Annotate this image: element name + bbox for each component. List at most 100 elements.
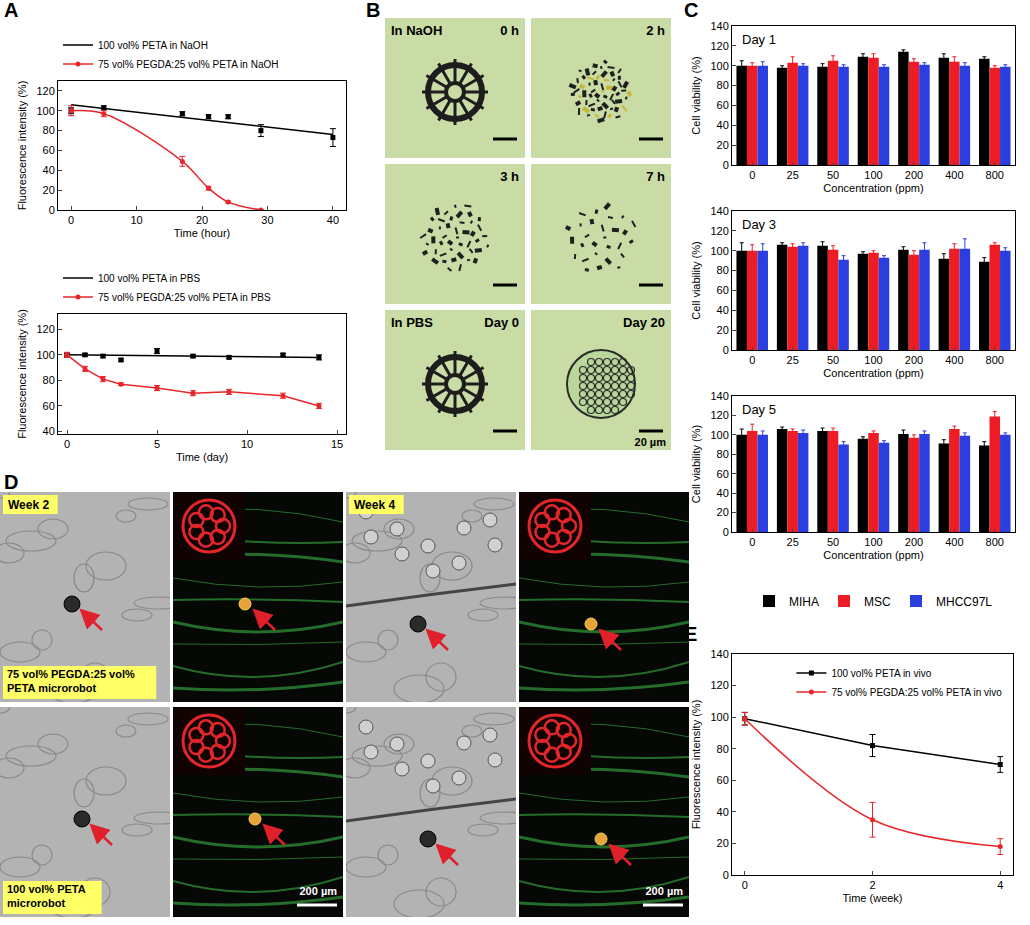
svg-text:Time (week): Time (week) (842, 892, 902, 904)
svg-text:20: 20 (717, 324, 729, 336)
svg-text:2: 2 (869, 879, 875, 891)
svg-text:40: 40 (43, 164, 55, 176)
svg-text:100: 100 (36, 105, 54, 117)
svg-text:140: 140 (710, 390, 728, 402)
svg-text:0: 0 (723, 344, 729, 356)
svg-text:25: 25 (787, 354, 799, 366)
svg-text:800: 800 (986, 536, 1004, 548)
svg-text:20: 20 (43, 184, 55, 196)
svg-text:20: 20 (717, 139, 729, 151)
svg-text:Fluorescence intensity (%): Fluorescence intensity (%) (690, 700, 702, 830)
svg-text:100: 100 (710, 429, 728, 441)
svg-text:60: 60 (717, 99, 729, 111)
svg-text:200 µm: 200 µm (645, 885, 683, 897)
svg-text:Time (hour): Time (hour) (174, 227, 230, 239)
svg-text:200: 200 (905, 354, 923, 366)
svg-text:20 µm: 20 µm (635, 436, 667, 448)
svg-text:3 h: 3 h (500, 169, 519, 184)
svg-text:0: 0 (49, 204, 55, 216)
svg-text:80: 80 (717, 264, 729, 276)
svg-text:75 vol% PEGDA:25 vol% PETA in: 75 vol% PEGDA:25 vol% PETA in NaOH (98, 59, 278, 70)
svg-text:2 h: 2 h (646, 23, 665, 38)
svg-text:100: 100 (710, 60, 728, 72)
svg-text:Fluorescence intensity (%): Fluorescence intensity (%) (16, 309, 28, 439)
svg-text:40: 40 (717, 487, 729, 499)
svg-text:Day 3: Day 3 (742, 217, 776, 232)
svg-text:400: 400 (945, 169, 963, 181)
svg-text:80: 80 (43, 374, 55, 386)
svg-text:200: 200 (905, 169, 923, 181)
svg-text:Day 5: Day 5 (742, 402, 776, 417)
svg-text:100 vol% PETA in vivo: 100 vol% PETA in vivo (831, 668, 931, 679)
svg-text:Cell viability (%): Cell viability (%) (690, 241, 702, 319)
svg-text:75 vol% PEGDA:25 vol%: 75 vol% PEGDA:25 vol% (7, 668, 135, 680)
svg-text:100: 100 (36, 349, 54, 361)
svg-text:40: 40 (327, 214, 339, 226)
svg-text:15: 15 (331, 438, 343, 450)
svg-text:50: 50 (827, 169, 839, 181)
svg-text:200 µm: 200 µm (299, 885, 337, 897)
svg-text:100: 100 (710, 245, 728, 257)
svg-text:Day 0: Day 0 (484, 315, 519, 330)
svg-text:Cell viability (%): Cell viability (%) (690, 56, 702, 134)
svg-text:microrobot: microrobot (7, 897, 65, 909)
svg-text:0: 0 (742, 879, 748, 891)
svg-text:7 h: 7 h (646, 169, 665, 184)
svg-text:400: 400 (945, 536, 963, 548)
svg-text:140: 140 (710, 648, 728, 660)
svg-text:0: 0 (723, 869, 729, 881)
svg-text:20: 20 (717, 506, 729, 518)
svg-text:0: 0 (68, 214, 74, 226)
svg-text:In NaOH: In NaOH (391, 23, 442, 38)
svg-text:Cell viability (%): Cell viability (%) (690, 425, 702, 503)
svg-text:40: 40 (717, 304, 729, 316)
svg-text:30: 30 (261, 214, 273, 226)
svg-text:20: 20 (717, 837, 729, 849)
svg-text:100 vol% PETA: 100 vol% PETA (7, 883, 86, 895)
svg-text:0: 0 (723, 159, 729, 171)
svg-text:80: 80 (717, 743, 729, 755)
svg-text:100 vol% PETA in NaOH: 100 vol% PETA in NaOH (98, 40, 208, 51)
svg-text:50: 50 (827, 354, 839, 366)
svg-text:10: 10 (130, 214, 142, 226)
svg-text:Fluorescence intensity (%): Fluorescence intensity (%) (16, 81, 28, 211)
svg-text:120: 120 (36, 323, 54, 335)
svg-text:0 h: 0 h (500, 23, 519, 38)
svg-text:Day 20: Day 20 (623, 315, 665, 330)
svg-text:60: 60 (717, 284, 729, 296)
svg-text:Concentration (ppm): Concentration (ppm) (823, 182, 923, 194)
svg-text:0: 0 (749, 354, 755, 366)
svg-text:75 vol% PEGDA:25 vol% PETA in: 75 vol% PEGDA:25 vol% PETA in vivo (831, 687, 1002, 698)
svg-text:20: 20 (196, 214, 208, 226)
svg-text:MSC: MSC (864, 595, 891, 609)
svg-text:Concentration (ppm): Concentration (ppm) (823, 549, 923, 561)
svg-text:Time (day): Time (day) (176, 451, 228, 463)
svg-text:120: 120 (710, 40, 728, 52)
svg-text:120: 120 (710, 225, 728, 237)
svg-text:80: 80 (43, 124, 55, 136)
svg-text:0: 0 (749, 169, 755, 181)
svg-text:40: 40 (717, 119, 729, 131)
svg-text:40: 40 (717, 806, 729, 818)
svg-text:800: 800 (986, 169, 1004, 181)
svg-text:80: 80 (717, 79, 729, 91)
svg-text:0: 0 (64, 438, 70, 450)
svg-text:140: 140 (710, 205, 728, 217)
svg-text:10: 10 (241, 438, 253, 450)
svg-text:120: 120 (710, 679, 728, 691)
svg-text:800: 800 (986, 354, 1004, 366)
svg-text:5: 5 (154, 438, 160, 450)
svg-text:4: 4 (997, 879, 1003, 891)
svg-text:Week 4: Week 4 (354, 498, 395, 512)
svg-text:MIHA: MIHA (789, 595, 819, 609)
svg-text:100: 100 (864, 536, 882, 548)
svg-text:0: 0 (749, 536, 755, 548)
svg-text:25: 25 (787, 169, 799, 181)
svg-text:In PBS: In PBS (391, 315, 433, 330)
svg-text:100: 100 (864, 354, 882, 366)
svg-text:400: 400 (945, 354, 963, 366)
svg-text:60: 60 (43, 400, 55, 412)
svg-text:60: 60 (43, 144, 55, 156)
svg-text:75 vol% PEGDA:25 vol% PETA in: 75 vol% PEGDA:25 vol% PETA in PBS (98, 292, 271, 303)
svg-text:60: 60 (717, 774, 729, 786)
